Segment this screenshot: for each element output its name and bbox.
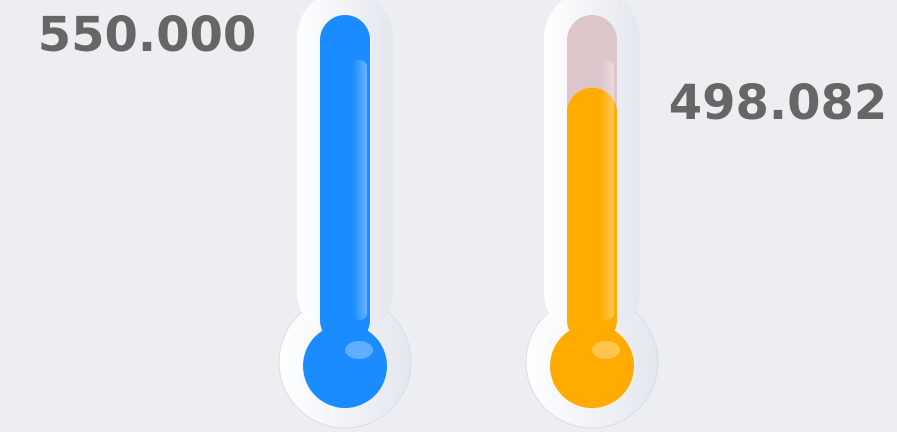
bulb-shine — [592, 341, 620, 359]
value-label: 550.000 — [38, 7, 257, 63]
bulb-fill — [303, 324, 387, 408]
bulb-fill — [550, 324, 634, 408]
value-label: 498.082 — [669, 75, 888, 131]
tube-shine — [353, 60, 367, 320]
tube-shine — [600, 60, 614, 320]
bulb-shine — [345, 341, 373, 359]
